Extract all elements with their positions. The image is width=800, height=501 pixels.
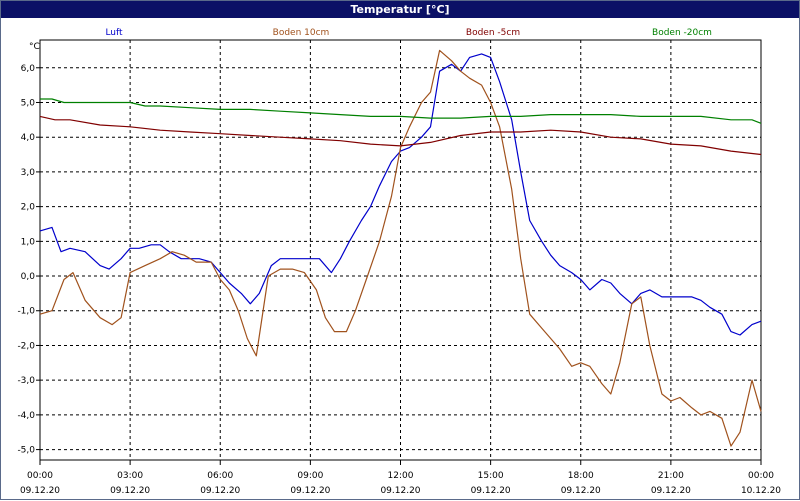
y-tick-label: -4,0 — [17, 411, 35, 421]
x-tick-time: 03:00 — [117, 471, 143, 481]
x-tick-time: 18:00 — [568, 471, 594, 481]
legend-label-boden-20cm: Boden -20cm — [652, 28, 712, 38]
y-axis-unit: °C — [29, 42, 40, 52]
x-tick-time: 06:00 — [207, 471, 233, 481]
series-line-boden-5cm — [39, 115, 762, 156]
y-tick-label: 3,0 — [21, 168, 36, 178]
x-tick-time: 15:00 — [478, 471, 504, 481]
legend-label-boden-10cm: Boden 10cm — [273, 28, 330, 38]
y-tick-label: 6,0 — [21, 64, 36, 74]
window-title: Temperatur [°C] — [1, 1, 799, 18]
y-tick-label: 0,0 — [21, 272, 36, 282]
series-line-boden-10cm — [39, 49, 762, 447]
y-tick-label: 5,0 — [21, 98, 36, 108]
y-tick-label: -1,0 — [17, 307, 35, 317]
x-tick-date: 09.12.20 — [561, 486, 601, 496]
x-tick-date: 10.12.20 — [741, 486, 781, 496]
y-tick-label: -2,0 — [17, 341, 35, 351]
x-tick-date: 09.12.20 — [20, 486, 60, 496]
y-tick-label: -3,0 — [17, 376, 35, 386]
x-tick-time: 12:00 — [388, 471, 414, 481]
x-tick-date: 09.12.20 — [290, 486, 330, 496]
x-tick-date: 09.12.20 — [651, 486, 691, 496]
series-line-boden-20cm — [40, 98, 762, 124]
x-tick-time: 00:00 — [27, 471, 53, 481]
x-tick-date: 09.12.20 — [380, 486, 420, 496]
y-tick-label: 4,0 — [21, 133, 36, 143]
y-tick-label: -5,0 — [17, 446, 35, 456]
x-tick-date: 09.12.20 — [200, 486, 240, 496]
y-tick-label: 1,0 — [21, 237, 36, 247]
legend-label-luft: Luft — [105, 28, 123, 38]
x-tick-date: 09.12.20 — [110, 486, 150, 496]
x-tick-time: 09:00 — [297, 471, 323, 481]
legend-label-boden-5cm: Boden -5cm — [466, 28, 520, 38]
x-tick-time: 00:00 — [748, 471, 774, 481]
y-tick-label: 2,0 — [21, 203, 36, 213]
x-tick-date: 09.12.20 — [471, 486, 511, 496]
series-line-luft — [39, 53, 762, 336]
x-tick-time: 21:00 — [658, 471, 684, 481]
